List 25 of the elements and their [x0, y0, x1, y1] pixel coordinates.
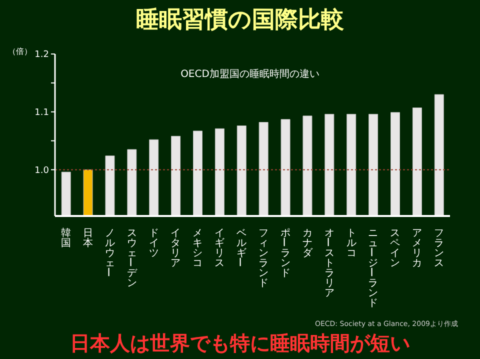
chart-title: 睡眠習慣の国際比較	[135, 6, 345, 35]
text: OECD加盟国の睡眠時間の違い	[180, 68, 320, 81]
x-tick-label: ベルギー	[234, 228, 247, 267]
x-tick-label: 日本	[82, 228, 93, 249]
x-tick-label: イタリア	[170, 228, 181, 269]
y-tick-label: 1.2	[34, 50, 49, 60]
y-tick-label: 1.1	[34, 108, 49, 118]
x-tick-label: メキシコ	[192, 228, 203, 269]
x-tick-label: スペイン	[390, 228, 400, 269]
x-tick-label: トルコ	[346, 228, 356, 259]
x-tick-label: ドイツ	[148, 228, 159, 259]
x-tick-label: スウェーデン	[124, 228, 138, 289]
text: 日本人は世界でも特に睡眠時間が短い	[69, 330, 411, 357]
y-axis-title: （倍）	[8, 46, 32, 57]
x-tick-label: フランス	[434, 228, 444, 269]
x-tick-label: フィンランド	[258, 228, 268, 289]
x-tick-label: イギリス	[214, 228, 225, 269]
x-tick-label: ポーランド	[277, 228, 290, 279]
x-tick-label: ノルウェー	[102, 228, 115, 277]
x-tick-label: カナダ	[302, 228, 314, 259]
y-tick-label: 1.0	[34, 166, 50, 176]
x-tick-label: オーストラリア	[321, 228, 334, 299]
x-tick-label: アメリカ	[412, 228, 422, 269]
x-tick-label: 韓国	[60, 227, 71, 249]
x-tick-label: ニュージーランド	[365, 228, 378, 309]
